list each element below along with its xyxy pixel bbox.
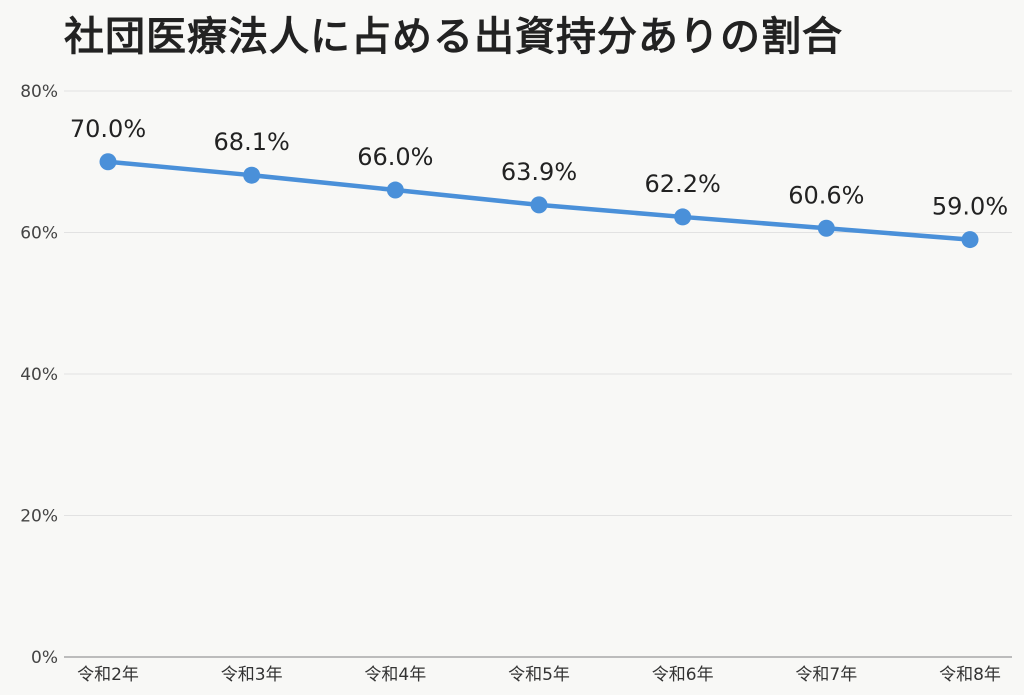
y-tick-label: 20%	[20, 507, 58, 527]
data-label: 59.0%	[932, 193, 1008, 221]
data-point	[817, 219, 835, 237]
data-point	[961, 231, 979, 249]
data-points	[99, 153, 979, 249]
data-label: 66.0%	[357, 143, 433, 171]
data-label: 70.0%	[70, 115, 146, 143]
y-tick-label: 80%	[20, 82, 58, 102]
data-point	[99, 153, 117, 171]
x-tick-label: 令和2年	[77, 665, 139, 685]
x-tick-label: 令和6年	[652, 665, 714, 685]
data-label: 60.6%	[788, 181, 864, 209]
x-tick-label: 令和5年	[508, 665, 570, 685]
x-tick-label: 令和4年	[364, 665, 426, 685]
x-tick-label: 令和8年	[939, 665, 1001, 685]
x-tick-label: 令和3年	[221, 665, 283, 685]
data-labels: 70.0% 68.1% 66.0% 63.9% 62.2% 60.6% 59.0%	[70, 115, 1008, 221]
gridlines	[64, 90, 1012, 658]
data-point	[243, 166, 261, 184]
data-point	[674, 208, 692, 226]
y-tick-label: 60%	[20, 224, 58, 244]
y-tick-label: 40%	[20, 365, 58, 385]
y-axis-ticks: 0% 20% 40% 60% 80%	[20, 82, 58, 668]
data-label: 63.9%	[501, 158, 577, 186]
x-axis-ticks: 令和2年 令和3年 令和4年 令和5年 令和6年 令和7年 令和8年	[77, 665, 1001, 685]
x-tick-label: 令和7年	[795, 665, 857, 685]
chart-title: 社団医療法人に占める出資持分ありの割合	[64, 14, 843, 60]
data-label: 68.1%	[214, 128, 290, 156]
data-point	[530, 196, 548, 214]
data-point	[386, 181, 404, 199]
y-tick-label: 0%	[31, 648, 58, 668]
data-label: 62.2%	[645, 170, 721, 198]
